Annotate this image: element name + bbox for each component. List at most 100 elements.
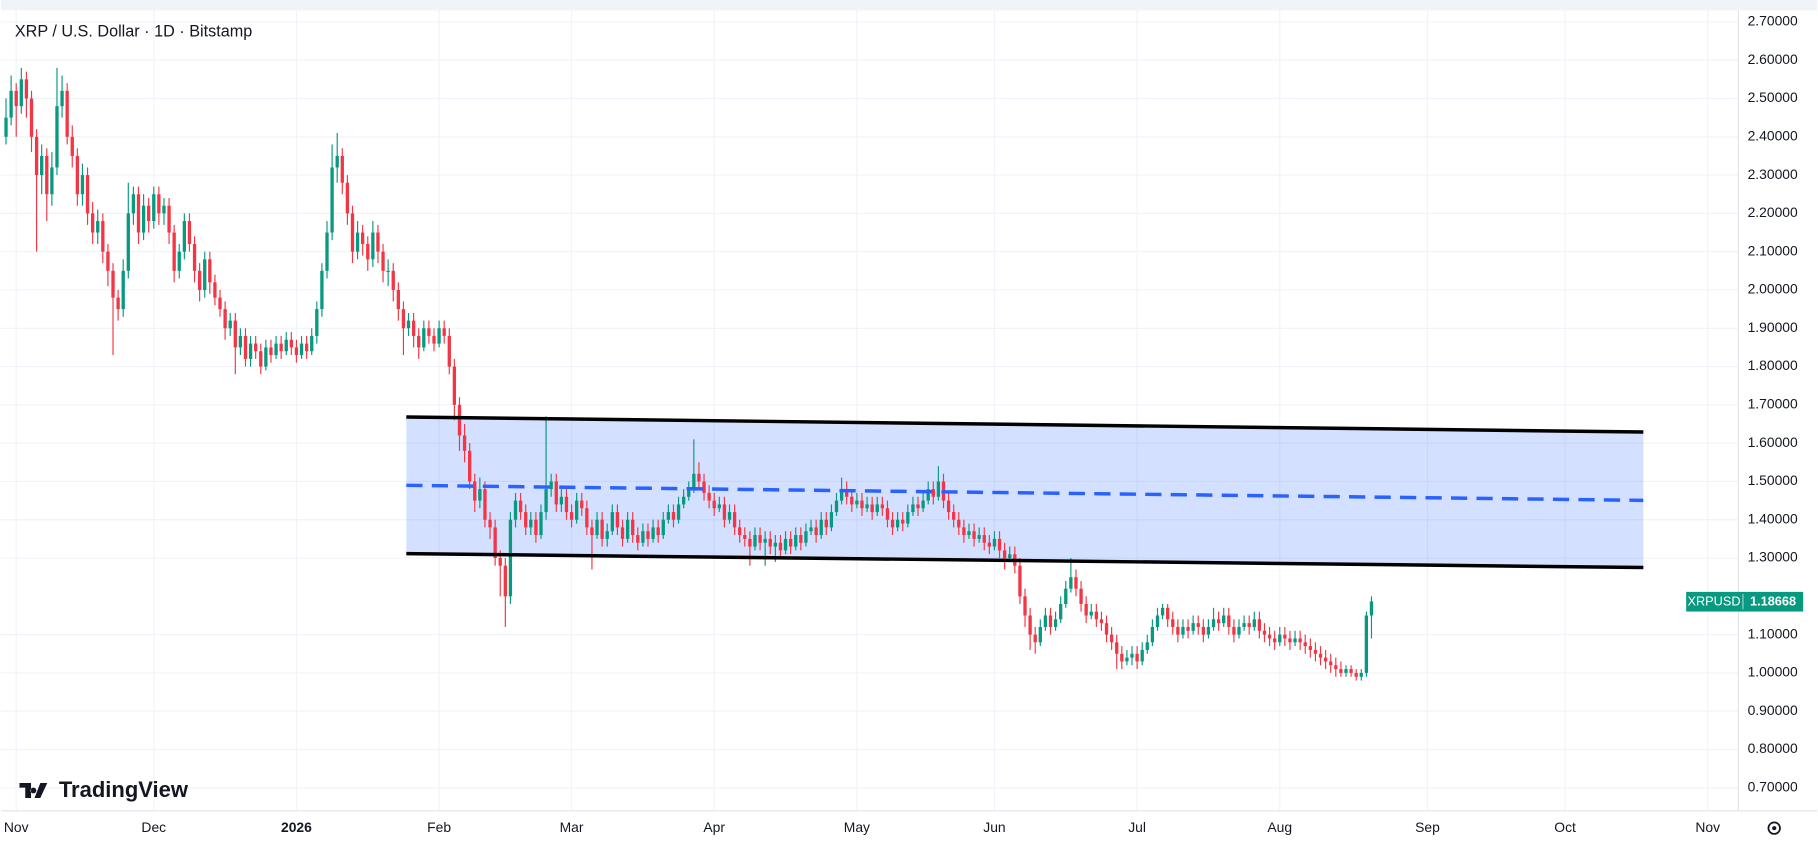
candle-body xyxy=(529,519,533,528)
candle-body xyxy=(590,527,594,536)
candle-body xyxy=(1318,653,1323,658)
candle-body xyxy=(1369,601,1374,616)
x-tick-label: 2026 xyxy=(281,819,312,835)
candle-body xyxy=(442,328,446,336)
candle-body xyxy=(294,347,299,356)
candle-body xyxy=(238,335,243,348)
candle-body xyxy=(177,251,181,271)
candle-body xyxy=(1104,623,1109,635)
y-tick-label: 2.70000 xyxy=(1748,13,1798,29)
candle-body xyxy=(962,527,966,536)
candle-body xyxy=(850,496,854,505)
candle-body xyxy=(254,343,258,352)
candle-body xyxy=(1267,634,1272,639)
y-tick-label: 1.90000 xyxy=(1748,319,1798,335)
candle-body xyxy=(936,481,941,497)
candle-body xyxy=(203,259,207,290)
y-tick-label: 2.30000 xyxy=(1748,166,1798,182)
candle-body xyxy=(783,538,788,551)
y-tick-label: 2.10000 xyxy=(1748,242,1798,258)
candle-body xyxy=(45,155,49,195)
candle-body xyxy=(1216,619,1221,624)
candle-body xyxy=(717,504,721,509)
candle-body xyxy=(299,343,304,356)
candle-body xyxy=(40,155,44,176)
candle-body xyxy=(778,542,783,551)
candle-body xyxy=(90,213,95,233)
candle-body xyxy=(824,519,828,528)
candle-body xyxy=(518,500,523,513)
candle-body xyxy=(366,244,370,260)
x-tick-label: Apr xyxy=(703,819,725,835)
candle-body xyxy=(187,221,192,245)
candle-body xyxy=(1166,607,1170,620)
candle-body xyxy=(743,535,747,539)
candle-body xyxy=(1140,649,1144,662)
candle-body xyxy=(615,512,620,528)
candle-body xyxy=(885,508,890,520)
candle-body xyxy=(1323,657,1328,662)
candle-body xyxy=(997,538,1002,551)
candle-body xyxy=(1099,619,1104,624)
y-tick-label: 2.20000 xyxy=(1748,204,1798,220)
candle-body xyxy=(1069,577,1073,589)
candle-body xyxy=(452,366,457,405)
candle-body xyxy=(269,347,273,356)
candle-body xyxy=(1359,672,1363,677)
candle-body xyxy=(753,535,757,547)
candle-body xyxy=(620,527,625,539)
candle-body xyxy=(279,343,283,352)
candle-body xyxy=(829,512,834,528)
channel-mid xyxy=(406,483,1644,503)
candle-body xyxy=(340,155,344,183)
candle-body xyxy=(671,512,676,520)
candle-body xyxy=(325,232,329,271)
candle-body xyxy=(345,182,350,214)
candle-body xyxy=(228,320,232,329)
candle-body xyxy=(534,519,538,536)
candle-body xyxy=(569,512,574,520)
candle-body xyxy=(121,270,125,310)
candle-body xyxy=(498,558,502,566)
gear[interactable] xyxy=(1767,821,1781,835)
candle-body xyxy=(1181,626,1185,635)
candle-body xyxy=(1293,638,1297,643)
candle-body xyxy=(65,90,69,137)
chart-title: XRP / U.S. Dollar · 1D · Bitstamp xyxy=(15,23,252,41)
candle-body xyxy=(371,232,375,260)
x-tick-label: Aug xyxy=(1267,819,1292,835)
badge-price: 1.18668 xyxy=(1750,594,1796,609)
candle-body xyxy=(921,500,925,509)
candle-body xyxy=(952,512,956,520)
candle-body xyxy=(233,320,237,348)
candle-body xyxy=(147,205,151,222)
candle-body xyxy=(264,347,268,367)
candle-body xyxy=(462,435,467,451)
y-tick-label: 1.40000 xyxy=(1748,510,1798,526)
candle-body xyxy=(274,343,278,356)
x-tick-label: Jul xyxy=(1128,819,1146,835)
candle-body xyxy=(167,205,171,233)
candle-body xyxy=(141,205,146,233)
y-tick-label: 1.70000 xyxy=(1748,396,1798,412)
candle-body xyxy=(50,167,54,195)
candle-body xyxy=(727,512,732,520)
candle-body xyxy=(218,297,222,310)
candle-body xyxy=(676,504,681,520)
candle-body xyxy=(1222,615,1226,624)
x-tick-label: Sep xyxy=(1415,819,1440,835)
candle-body xyxy=(977,535,981,539)
settings-icon[interactable] xyxy=(1767,821,1781,835)
candle-body xyxy=(1028,615,1032,635)
candle-body xyxy=(350,213,355,252)
candle-body xyxy=(661,519,665,536)
candle-body xyxy=(1196,623,1200,627)
candle-body xyxy=(126,213,130,271)
candle-body xyxy=(681,496,686,505)
candle-body xyxy=(1252,619,1256,627)
candle-body xyxy=(554,481,558,505)
candle-body xyxy=(1176,626,1180,635)
candle-body xyxy=(839,489,844,501)
candle-body xyxy=(1043,615,1048,627)
